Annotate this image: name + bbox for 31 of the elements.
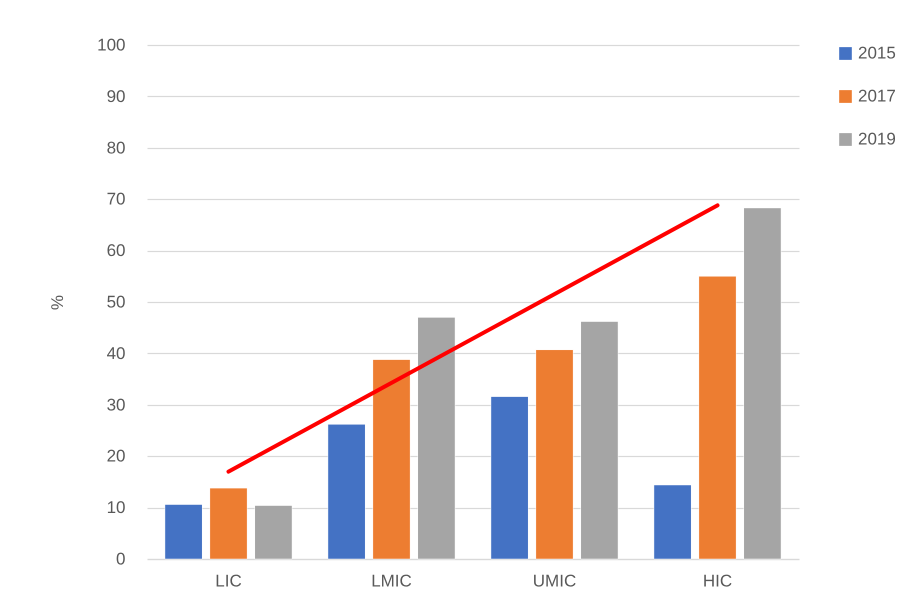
x-tick-label: LIC (215, 572, 242, 590)
x-tick-label: LMIC (371, 572, 412, 590)
y-tick-label: 80 (106, 138, 126, 158)
y-axis-title: % (48, 294, 68, 310)
bar (328, 424, 366, 560)
bar (744, 208, 782, 560)
y-tick-label: 40 (106, 344, 126, 363)
bar (698, 276, 736, 560)
legend-label: 2017 (858, 86, 896, 106)
x-tick-label: HIC (702, 572, 732, 590)
bar (254, 505, 292, 560)
bar (580, 321, 618, 560)
x-tick-label: UMIC (532, 572, 576, 590)
bar (372, 359, 410, 560)
y-tick-label: 100 (97, 36, 126, 54)
bar (536, 350, 574, 560)
y-tick-label: 0 (116, 550, 126, 568)
legend-label: 2019 (858, 130, 896, 148)
bar (418, 317, 456, 560)
bar (490, 396, 528, 560)
bar (654, 484, 692, 560)
y-tick-label: 90 (106, 86, 126, 106)
bar (164, 504, 202, 560)
y-tick-label: 60 (106, 241, 126, 260)
legend-label: 2015 (858, 44, 896, 62)
y-tick-label: 10 (106, 498, 126, 518)
y-tick-label: 20 (106, 446, 126, 466)
bar (210, 488, 248, 560)
y-tick-label: 50 (106, 292, 126, 312)
y-tick-label: 70 (106, 190, 126, 209)
y-tick-label: 30 (106, 395, 126, 414)
